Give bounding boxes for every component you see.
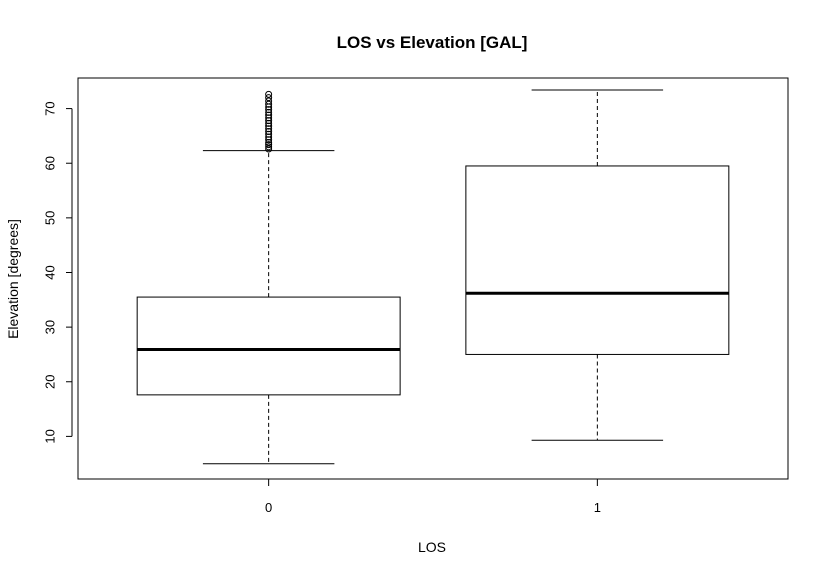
interquartile-box [465,165,730,355]
y-axis: 10 20 30 40 50 60 70 [43,101,73,444]
x-tick-label: 0 [265,500,272,515]
y-tick-label: 30 [43,320,58,334]
outlier-point [265,143,273,151]
outlier-point [265,111,273,119]
y-axis-label: Elevation [degrees] [5,219,21,339]
outlier-point [265,119,273,127]
outlier-point [265,114,273,122]
outlier-point [265,90,273,98]
box-group [136,89,730,465]
outlier-point [265,138,273,146]
outlier-point [265,94,273,102]
outlier-point [265,100,273,108]
y-tick-label: 60 [43,156,58,170]
outlier-point [265,122,273,130]
box-1 [465,89,730,441]
chart-title: LOS vs Elevation [GAL] [337,33,528,52]
outlier-point [265,145,273,153]
y-tick-label: 20 [43,375,58,389]
y-tick-label: 50 [43,211,58,225]
outlier-point [265,136,273,144]
outlier-point [265,130,273,138]
x-tick-label: 1 [594,500,601,515]
outlier-point [265,117,273,125]
outlier-point [265,108,273,116]
y-tick-label: 10 [43,429,58,443]
outlier-point [265,97,273,105]
outlier-point [265,133,273,141]
y-tick-label: 40 [43,265,58,279]
outlier-point [265,128,273,136]
interquartile-box [136,296,401,396]
x-axis-label: LOS [418,539,446,555]
y-tick-label: 70 [43,101,58,115]
outlier-point [265,125,273,133]
outlier-point [265,106,273,114]
box-0 [136,90,401,465]
outlier-point [265,141,273,149]
